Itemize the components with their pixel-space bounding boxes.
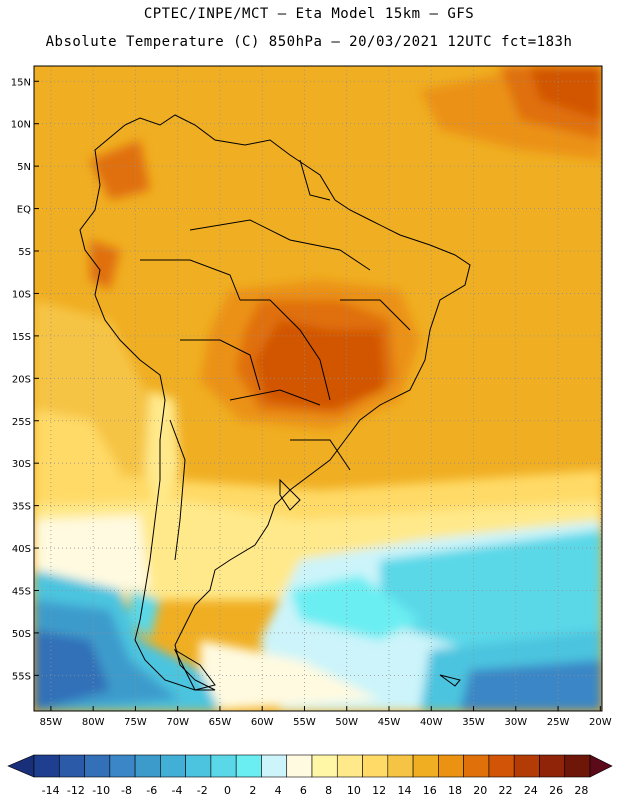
longitude-tick-label: 35W	[462, 717, 485, 728]
colorbar-swatch	[311, 754, 338, 778]
colorbar-swatch	[235, 754, 262, 778]
colorbar-label: -12	[67, 784, 85, 797]
colorbar-label: 4	[275, 784, 282, 797]
colorbar-label: -4	[172, 784, 183, 797]
colorbar-label: 18	[448, 784, 462, 797]
colorbar-label: 12	[372, 784, 386, 797]
longitude-tick-label: 40W	[420, 717, 443, 728]
latitude-tick-label: 10S	[12, 289, 31, 300]
colorbar: -14 -12 -10 -8 -6 -4 -2 0 2 4 6 8 10 12 14 16 18 20 22 24 26…	[7, 754, 613, 797]
colorbar-label: -14	[42, 784, 60, 797]
longitude-tick-label: 50W	[335, 717, 358, 728]
latitude-tick-label: 5S	[18, 247, 31, 258]
latitude-tick-label: 15S	[12, 332, 31, 343]
latitude-tick-label: 45S	[12, 586, 31, 597]
colorbar-swatch	[210, 754, 237, 778]
colorbar-label: 6	[300, 784, 307, 797]
latitude-tick-label: 35S	[12, 502, 31, 513]
colorbar-label: -8	[121, 784, 132, 797]
colorbar-low-arrow	[7, 754, 35, 778]
colorbar-swatch	[33, 754, 60, 778]
longitude-tick-label: 20W	[589, 717, 612, 728]
longitude-tick-label: 75W	[124, 717, 147, 728]
latitude-tick-label: 30S	[12, 459, 31, 470]
longitude-tick-label: 65W	[209, 717, 232, 728]
latitude-tick-label: 5N	[17, 162, 31, 173]
colorbar-label: -10	[92, 784, 110, 797]
latitude-tick-label: 55S	[12, 671, 31, 682]
longitude-tick-label: 70W	[166, 717, 189, 728]
colorbar-swatch	[84, 754, 111, 778]
latitude-labels: 15N 10N 5N EQ 5S 10S 15S 20S 25S 30S 35S 40S 45S 50S 5…	[11, 77, 39, 682]
longitude-tick-label: 80W	[82, 717, 105, 728]
colorbar-label: 10	[347, 784, 361, 797]
latitude-tick-label: 20S	[12, 374, 31, 385]
longitude-labels: 85W 80W 75W 70W 65W 60W 55W 50W 45W 40W 35W 30W 25W 2…	[40, 706, 612, 728]
colorbar-swatch	[387, 754, 414, 778]
graticule	[34, 66, 602, 711]
colorbar-swatch	[134, 754, 161, 778]
colorbar-swatch	[58, 754, 85, 778]
colorbar-label: -2	[197, 784, 208, 797]
longitude-tick-label: 55W	[293, 717, 316, 728]
colorbar-swatch	[539, 754, 566, 778]
colorbar-high-arrow	[589, 754, 613, 778]
colorbar-label: 16	[423, 784, 437, 797]
colorbar-swatch	[488, 754, 515, 778]
colorbar-label: 8	[325, 784, 332, 797]
latitude-tick-label: 10N	[11, 120, 31, 131]
colorbar-label: 2	[249, 784, 256, 797]
latitude-tick-label: 25S	[12, 417, 31, 428]
colorbar-swatch	[261, 754, 288, 778]
longitude-tick-label: 25W	[547, 717, 570, 728]
colorbar-label: 20	[473, 784, 487, 797]
longitude-tick-label: 85W	[40, 717, 63, 728]
colorbar-label: 26	[549, 784, 563, 797]
colorbar-swatch	[438, 754, 464, 778]
latitude-tick-label: 15N	[11, 77, 31, 88]
colorbar-swatch	[362, 754, 389, 778]
latitude-tick-label: EQ	[17, 205, 31, 216]
latitude-tick-label: 50S	[12, 629, 31, 640]
colorbar-swatch	[336, 754, 363, 778]
colorbar-label: 28	[574, 784, 588, 797]
colorbar-label: 22	[499, 784, 513, 797]
temperature-field	[34, 66, 602, 711]
colorbar-label: 24	[524, 784, 538, 797]
colorbar-swatch	[513, 754, 540, 778]
longitude-tick-label: 45W	[378, 717, 401, 728]
map-title-line-1: CPTEC/INPE/MCT – Eta Model 15km – GFS	[143, 6, 475, 22]
colorbar-swatch	[286, 754, 313, 778]
map-title-line-2: Absolute Temperature (C) 850hPa – 20/03/…	[45, 34, 573, 50]
colorbar-swatch	[463, 754, 490, 778]
colorbar-label: 0	[224, 784, 231, 797]
map-frame	[33, 65, 603, 712]
colorbar-swatch	[564, 754, 591, 778]
longitude-tick-label: 30W	[504, 717, 527, 728]
colorbar-label: 14	[397, 784, 411, 797]
colorbar-swatch	[109, 754, 136, 778]
coastlines-and-borders	[79, 114, 471, 691]
colorbar-swatch	[160, 754, 186, 778]
colorbar-swatch	[185, 754, 212, 778]
latitude-tick-label: 40S	[12, 544, 31, 555]
longitude-tick-label: 60W	[251, 717, 274, 728]
colorbar-swatch	[412, 754, 439, 778]
colorbar-label: -6	[146, 784, 157, 797]
